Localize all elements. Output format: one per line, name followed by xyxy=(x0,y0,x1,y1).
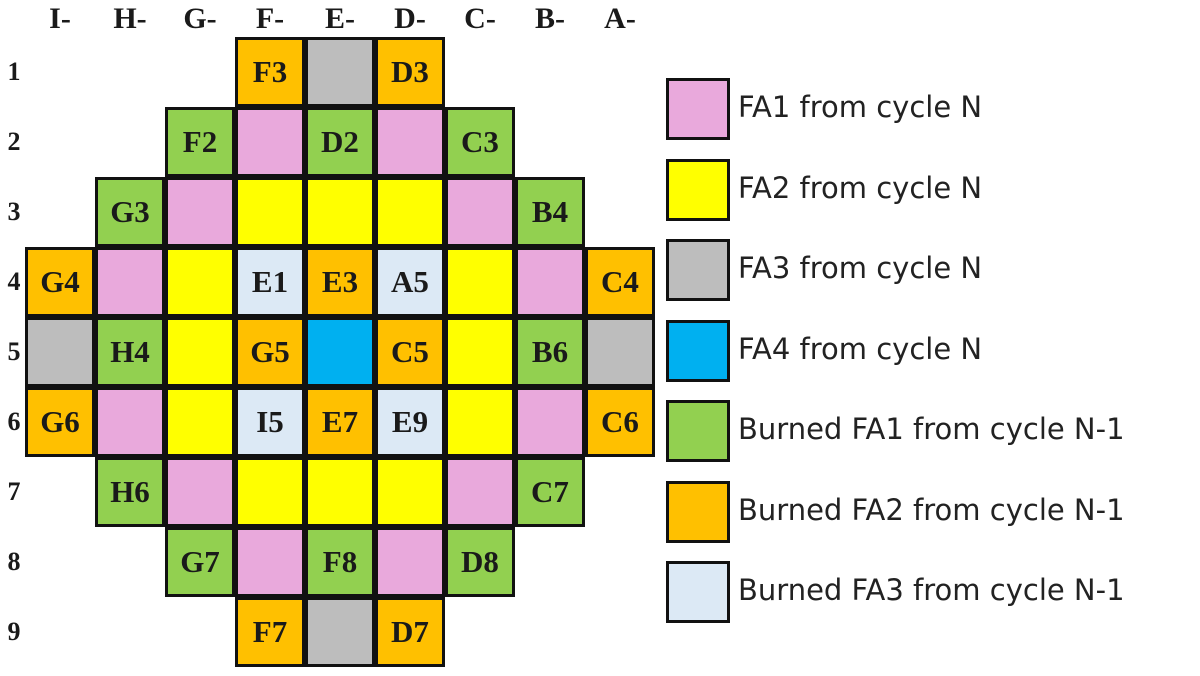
assembly-cell xyxy=(305,457,375,527)
assembly-cell xyxy=(445,177,515,247)
column-label: G- xyxy=(183,2,217,35)
legend-swatch xyxy=(666,158,730,221)
assembly-cell: H4 xyxy=(95,317,165,387)
legend-item: Burned FA3 from cycle N-1 xyxy=(662,561,1200,631)
assembly-cell xyxy=(95,387,165,457)
assembly-cell: G7 xyxy=(165,527,235,597)
legend-item: FA2 from cycle N xyxy=(662,158,1200,229)
column-label: A- xyxy=(604,2,636,35)
legend-item: Burned FA1 from cycle N-1 xyxy=(662,400,1200,470)
assembly-cell: G6 xyxy=(25,387,95,457)
assembly-cell xyxy=(95,247,165,317)
column-label: C- xyxy=(464,2,496,35)
legend-item: Burned FA2 from cycle N-1 xyxy=(662,480,1200,551)
assembly-cell xyxy=(375,527,445,597)
legend-label: FA1 from cycle N xyxy=(738,90,983,124)
assembly-cell xyxy=(305,317,375,387)
legend-item: FA3 from cycle N xyxy=(662,239,1200,309)
assembly-cell: A5 xyxy=(375,247,445,317)
assembly-cell: C7 xyxy=(515,457,585,527)
assembly-cell: C5 xyxy=(375,317,445,387)
legend-swatch xyxy=(666,480,730,543)
assembly-cell xyxy=(165,387,235,457)
assembly-cell xyxy=(165,177,235,247)
legend-label: Burned FA3 from cycle N-1 xyxy=(738,573,1125,607)
assembly-cell xyxy=(445,387,515,457)
assembly-cell: G3 xyxy=(95,177,165,247)
assembly-cell xyxy=(445,247,515,317)
legend-label: FA4 from cycle N xyxy=(738,331,983,366)
row-label: 1 xyxy=(7,57,21,86)
assembly-cell: G5 xyxy=(235,317,305,387)
assembly-cell xyxy=(235,107,305,177)
legend: FA1 from cycle N FA2 from cycle N FA3 from… xyxy=(662,78,1200,658)
assembly-cell: D2 xyxy=(305,107,375,177)
assembly-cell xyxy=(305,597,375,667)
assembly-cell: H6 xyxy=(95,457,165,527)
row-label: 5 xyxy=(7,337,21,366)
assembly-cell: F8 xyxy=(305,527,375,597)
legend-item: FA4 from cycle N xyxy=(662,319,1200,390)
assembly-cell: D7 xyxy=(375,597,445,667)
legend-label: FA2 from cycle N xyxy=(738,170,983,205)
legend-swatch xyxy=(666,400,730,462)
legend-label: Burned FA2 from cycle N-1 xyxy=(738,492,1125,527)
row-label: 6 xyxy=(7,407,21,436)
row-label: 2 xyxy=(7,127,21,156)
assembly-cell xyxy=(165,457,235,527)
assembly-cell: C4 xyxy=(585,247,655,317)
legend-swatch xyxy=(666,78,730,140)
assembly-cell: D3 xyxy=(375,37,445,107)
assembly-cell xyxy=(515,247,585,317)
assembly-cell xyxy=(165,247,235,317)
assembly-cell: E9 xyxy=(375,387,445,457)
column-label: D- xyxy=(394,2,426,35)
assembly-cell: F7 xyxy=(235,597,305,667)
assembly-cell xyxy=(445,457,515,527)
assembly-cell: B6 xyxy=(515,317,585,387)
assembly-cell: E3 xyxy=(305,247,375,317)
legend-label: Burned FA1 from cycle N-1 xyxy=(738,412,1125,446)
assembly-cell xyxy=(445,317,515,387)
column-label: F- xyxy=(255,2,285,35)
assembly-cell xyxy=(375,107,445,177)
assembly-cell xyxy=(305,177,375,247)
legend-label: FA3 from cycle N xyxy=(738,251,983,285)
column-label: I- xyxy=(49,2,71,35)
assembly-cell: E7 xyxy=(305,387,375,457)
assembly-cell: F2 xyxy=(165,107,235,177)
assembly-cell xyxy=(25,317,95,387)
assembly-cell xyxy=(235,527,305,597)
assembly-cell xyxy=(375,457,445,527)
column-label: B- xyxy=(535,2,565,35)
assembly-cell xyxy=(515,387,585,457)
row-label: 7 xyxy=(7,477,21,506)
assembly-cell xyxy=(585,317,655,387)
assembly-cell xyxy=(235,177,305,247)
core-loading-map: I- H- G- F- E- D- C- B- A- 1 2 3 4 5 6 7 8 9 F3 D3 F2 D2 C3 G3 B… xyxy=(7,2,655,667)
assembly-cell: G4 xyxy=(25,247,95,317)
assembly-cell: I5 xyxy=(235,387,305,457)
column-label: E- xyxy=(325,2,355,35)
row-label: 8 xyxy=(7,547,21,576)
assembly-cell xyxy=(165,317,235,387)
legend-swatch xyxy=(666,239,730,301)
assembly-cell: B4 xyxy=(515,177,585,247)
assembly-cell: F3 xyxy=(235,37,305,107)
legend-item: FA1 from cycle N xyxy=(662,78,1200,148)
assembly-cell xyxy=(235,457,305,527)
assembly-cell: C6 xyxy=(585,387,655,457)
legend-swatch xyxy=(666,319,730,382)
legend-swatch xyxy=(666,561,730,623)
assembly-cell xyxy=(305,37,375,107)
assembly-cell: D8 xyxy=(445,527,515,597)
row-label: 9 xyxy=(7,617,21,646)
assembly-cell xyxy=(375,177,445,247)
assembly-cell: E1 xyxy=(235,247,305,317)
column-label: H- xyxy=(113,2,147,35)
row-label: 4 xyxy=(7,267,21,296)
row-label: 3 xyxy=(7,197,21,226)
assembly-cell: C3 xyxy=(445,107,515,177)
